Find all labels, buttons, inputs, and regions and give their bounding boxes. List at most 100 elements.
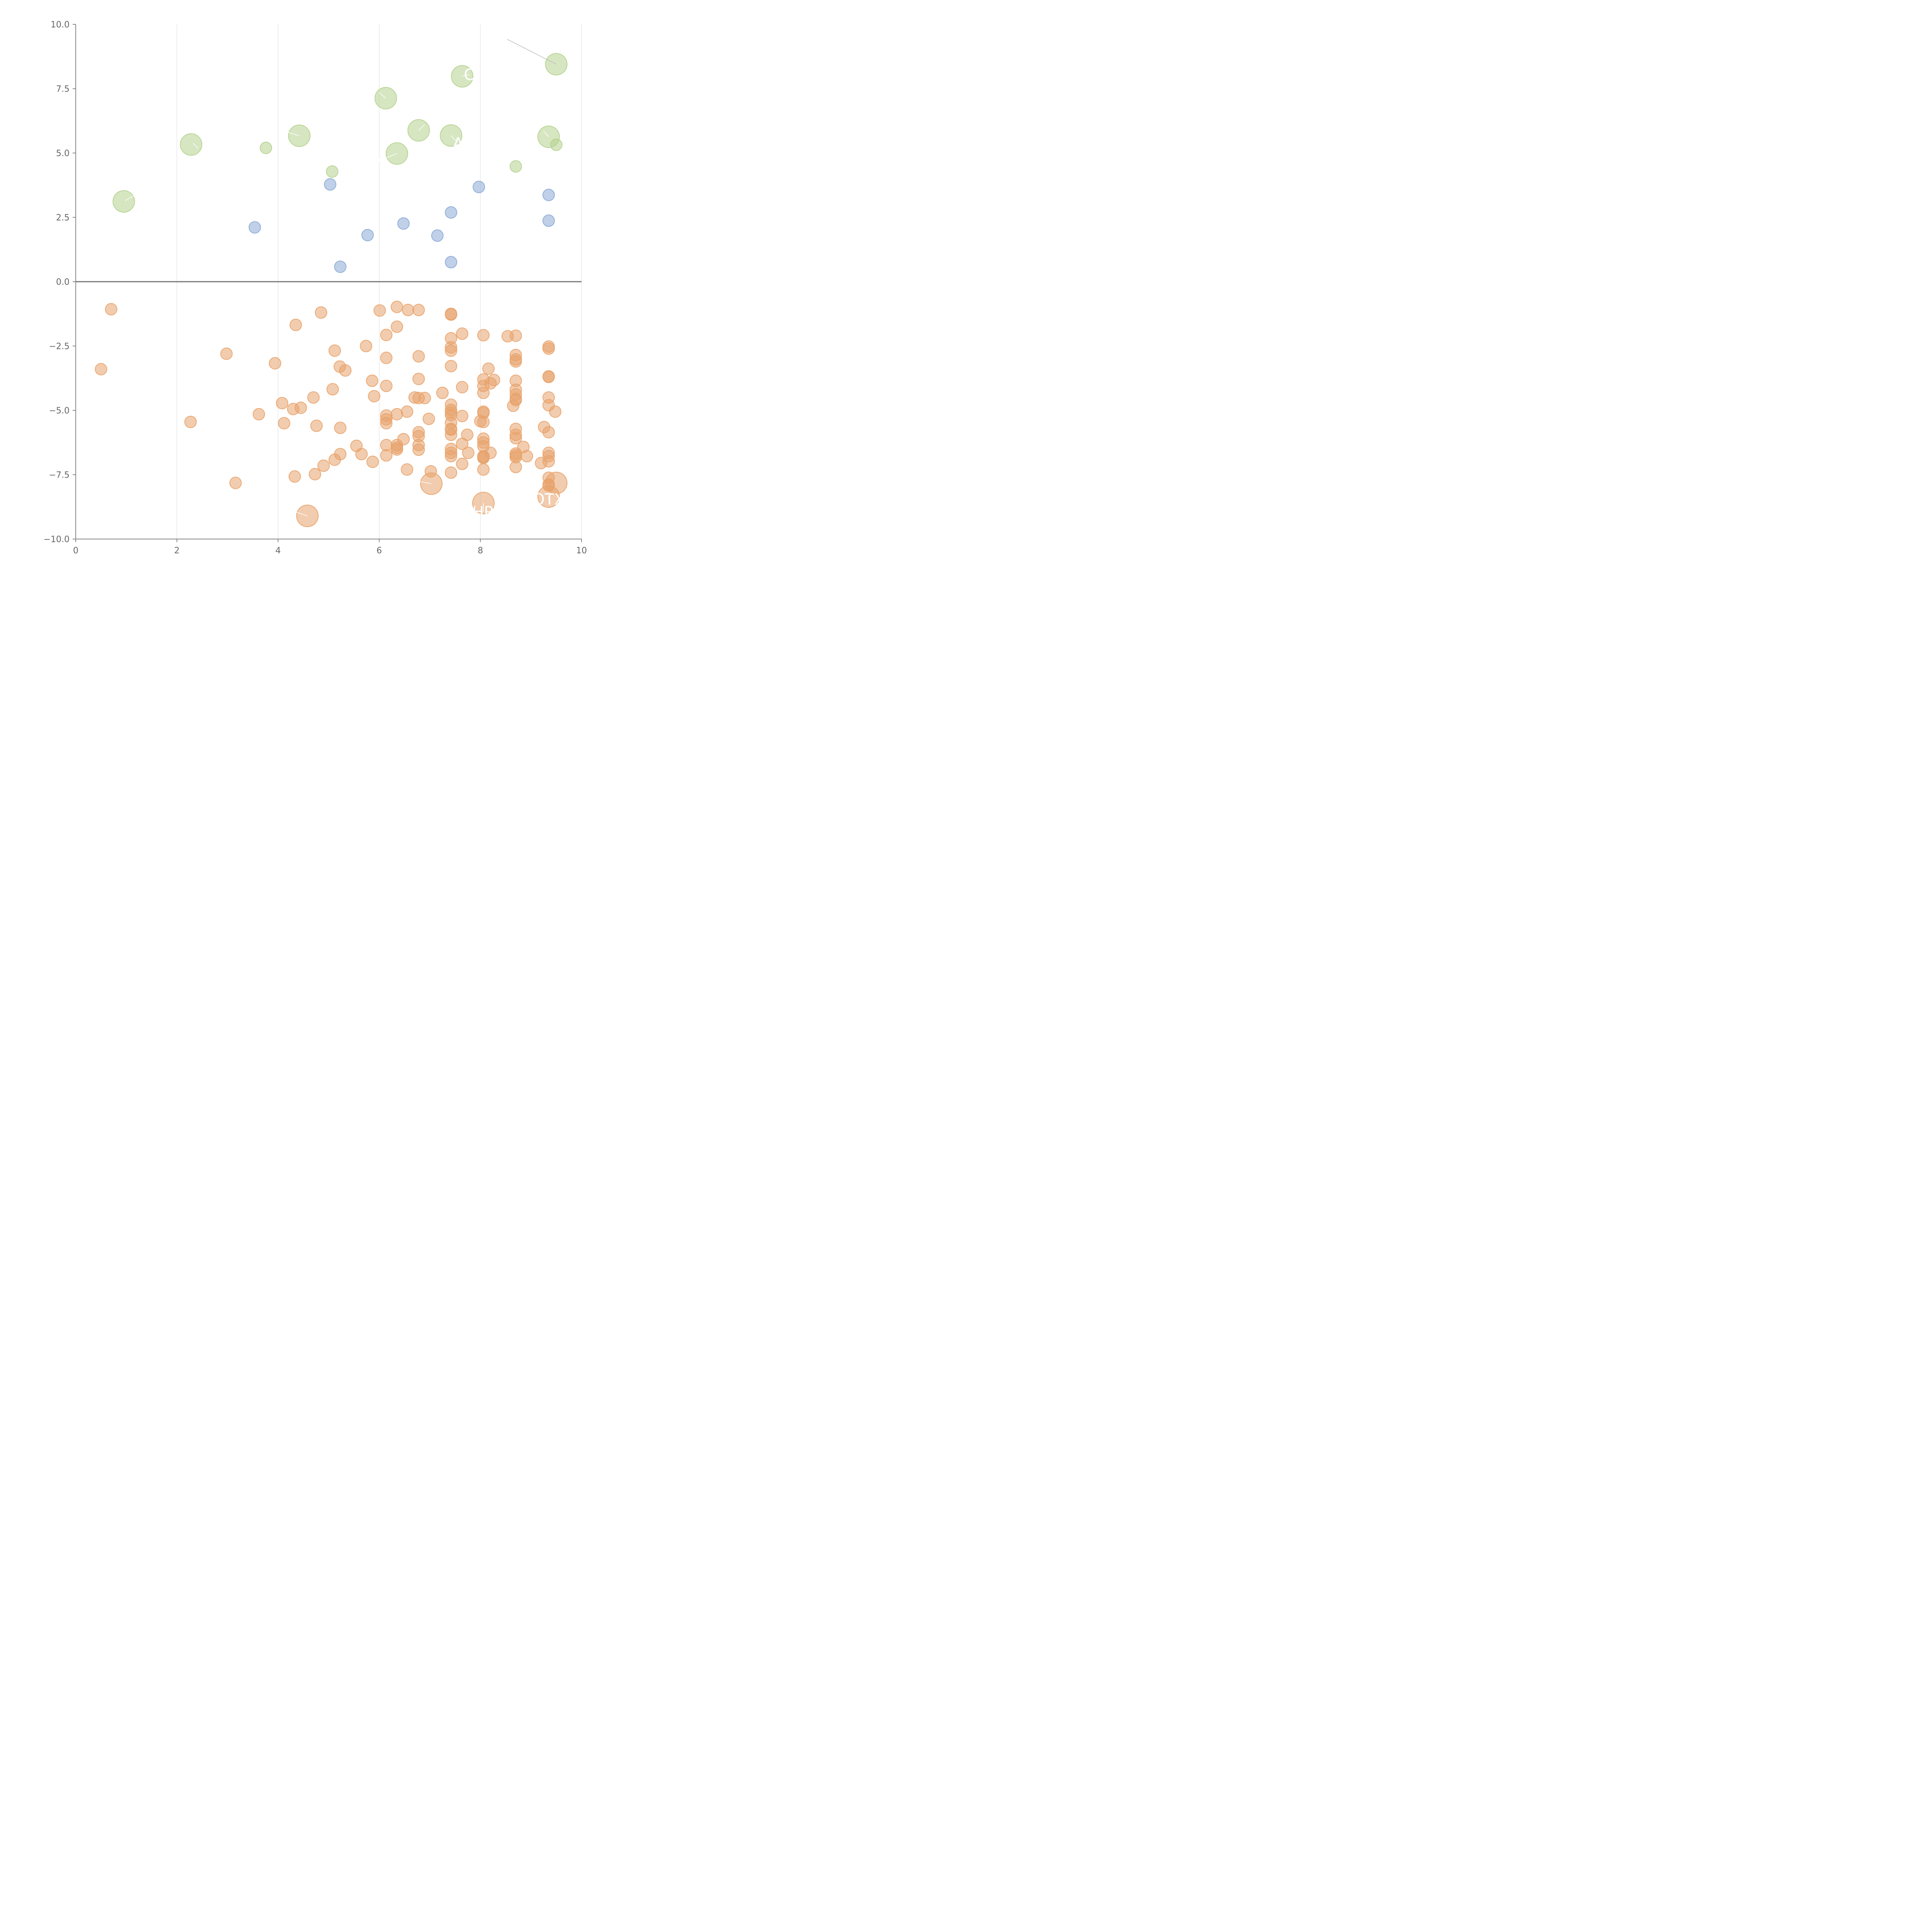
data-point — [248, 221, 261, 234]
data-point — [542, 455, 555, 468]
data-point — [462, 446, 474, 459]
data-point — [112, 190, 135, 213]
data-point — [360, 340, 372, 352]
data-point — [456, 410, 469, 422]
data-point — [328, 344, 341, 357]
y-tick-label: −2.5 — [49, 342, 70, 352]
data-point — [550, 138, 563, 151]
scatter-chart: C A X HR OTX 0 2 4 6 8 10 10.0 7.5 5.0 2.5 0.0 −2.5 −5.0… — [44, 20, 587, 556]
y-tick-label: 10.0 — [51, 20, 70, 30]
data-point — [309, 468, 321, 481]
data-point — [278, 417, 291, 430]
leader-line — [543, 131, 549, 137]
data-point — [288, 470, 301, 483]
data-point — [324, 178, 337, 191]
data-point — [260, 141, 272, 154]
data-point — [542, 189, 555, 201]
data-point — [380, 328, 393, 341]
data-point — [402, 304, 415, 316]
data-point — [431, 229, 444, 242]
data-point — [229, 476, 242, 489]
x-tick-label: 2 — [174, 546, 180, 556]
data-point — [373, 304, 386, 317]
annotation-leader-line — [379, 153, 397, 161]
data-point — [355, 448, 368, 461]
x-tick-label: 8 — [478, 546, 483, 556]
x-tick-label: 0 — [73, 546, 78, 556]
data-point — [307, 391, 320, 404]
annotation-label: C — [464, 66, 474, 84]
data-point — [461, 429, 474, 441]
data-point — [366, 374, 379, 387]
data-point — [456, 327, 469, 340]
data-point — [401, 463, 413, 476]
data-point — [445, 466, 457, 479]
data-point — [252, 408, 265, 420]
y-tick-label: 7.5 — [56, 85, 70, 94]
y-tick-label: −7.5 — [49, 471, 70, 480]
data-point — [380, 439, 393, 451]
tick-labels: 0 2 4 6 8 10 10.0 7.5 5.0 2.5 0.0 −2.5 −5.0 −7.5 −10.0 — [44, 20, 587, 556]
data-point — [473, 180, 485, 193]
data-point — [445, 360, 457, 372]
data-point — [294, 401, 307, 414]
x-tick-label: 6 — [376, 546, 382, 556]
y-tick-label: −5.0 — [49, 406, 70, 416]
data-point — [477, 386, 490, 399]
data-point — [391, 443, 403, 456]
data-point — [391, 320, 403, 333]
data-point — [477, 329, 490, 342]
data-point — [380, 417, 393, 430]
leader-lines — [125, 39, 556, 516]
data-point — [380, 352, 393, 364]
data-point — [418, 392, 431, 405]
data-points — [95, 53, 568, 527]
data-point — [317, 459, 330, 472]
data-point — [361, 229, 374, 242]
data-point — [334, 448, 347, 461]
data-point — [315, 306, 327, 319]
y-tick-label: 5.0 — [56, 149, 70, 158]
x-tick-label: 10 — [576, 546, 587, 556]
data-point — [412, 304, 425, 316]
data-point — [484, 446, 497, 459]
data-point — [334, 422, 347, 434]
data-point — [520, 450, 533, 463]
data-point — [445, 206, 457, 219]
data-point — [542, 371, 555, 383]
data-point — [436, 386, 449, 399]
data-point — [445, 450, 457, 463]
data-point — [509, 355, 522, 368]
annotation-label: HR — [472, 503, 495, 521]
data-point — [105, 303, 117, 316]
data-point — [542, 426, 555, 439]
data-point — [326, 165, 338, 178]
annotation-leader-line — [462, 74, 469, 77]
data-point — [289, 318, 302, 331]
data-point — [412, 443, 425, 456]
data-point — [391, 301, 403, 313]
y-tick-label: 2.5 — [56, 213, 70, 223]
data-point — [445, 344, 457, 357]
data-point — [542, 214, 555, 227]
data-point — [368, 390, 381, 403]
data-point — [412, 372, 425, 385]
data-point — [401, 405, 413, 418]
y-tick-label: −10.0 — [44, 535, 70, 544]
data-point — [422, 412, 435, 425]
leader-line — [507, 39, 556, 65]
leader-line — [379, 92, 386, 99]
data-point — [366, 456, 379, 468]
data-point — [509, 394, 522, 406]
data-point — [310, 419, 323, 432]
data-point — [397, 217, 410, 230]
leader-line — [404, 478, 432, 484]
leader-line — [288, 132, 299, 136]
annotation-label: OTX — [532, 491, 565, 509]
data-point — [180, 133, 202, 156]
annotation-label: X — [374, 152, 384, 170]
data-point — [339, 364, 352, 377]
data-point — [334, 260, 347, 273]
data-point — [184, 415, 197, 428]
y-tick-label: 0.0 — [56, 277, 70, 287]
